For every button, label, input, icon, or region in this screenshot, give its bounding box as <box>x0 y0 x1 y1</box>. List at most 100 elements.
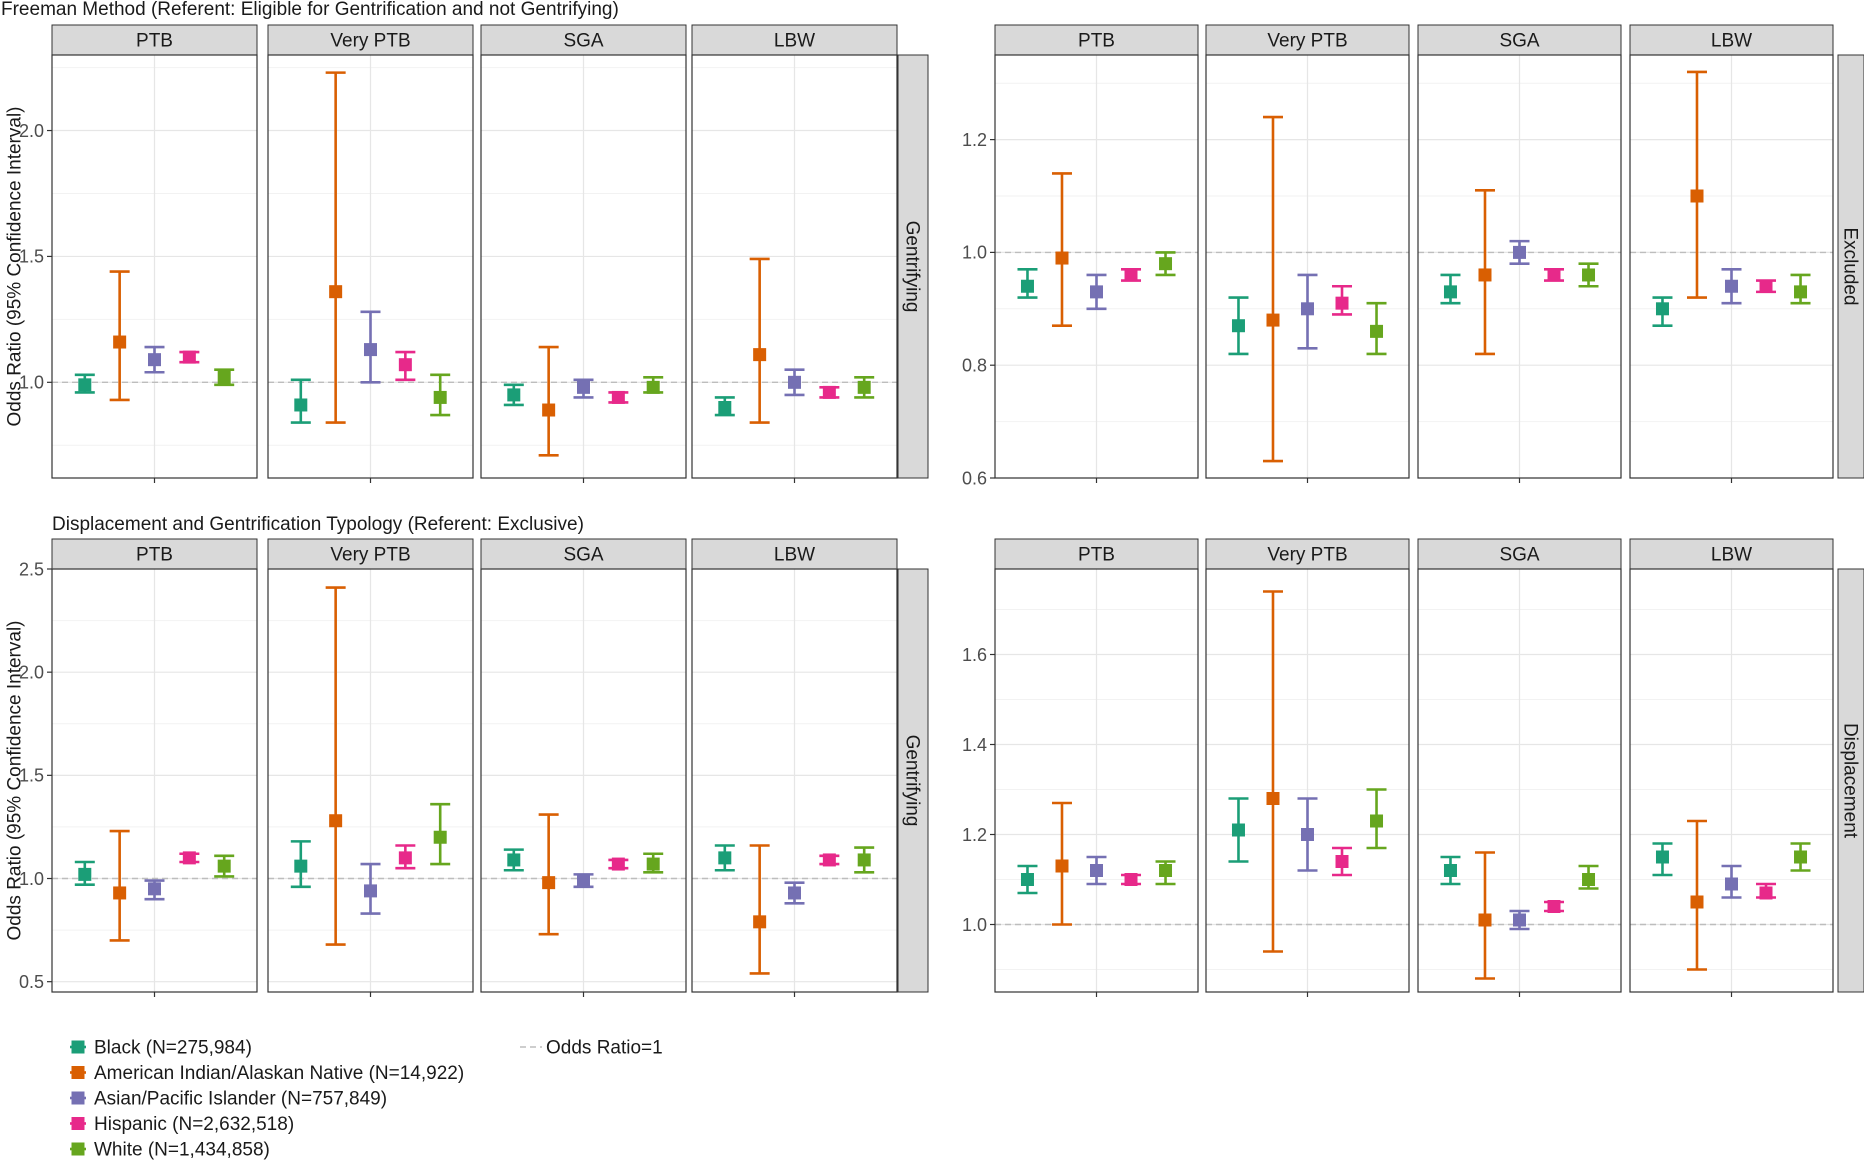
point-estimate <box>1124 268 1138 282</box>
y-tick-label: 0.5 <box>19 972 44 992</box>
data-point-group <box>290 840 311 889</box>
data-point-group <box>1051 801 1072 926</box>
point-estimate <box>1547 900 1561 913</box>
facet-strip <box>480 24 687 56</box>
point-estimate <box>433 830 447 844</box>
panel-border <box>1205 568 1410 993</box>
point-estimate <box>1159 257 1173 271</box>
point-estimate <box>646 380 660 394</box>
point-estimate <box>1725 877 1738 891</box>
point-estimate <box>646 857 660 871</box>
legend-label: Hispanic (N=2,632,518) <box>94 1114 294 1135</box>
facet-very-ptb: Very PTB <box>267 538 474 997</box>
data-point-group <box>1440 855 1461 886</box>
data-point-group <box>395 350 416 382</box>
data-point-group <box>643 375 664 394</box>
row-strip-label: Excluded <box>1839 227 1860 305</box>
data-point-group <box>1155 251 1176 277</box>
data-point-group <box>1051 172 1072 328</box>
data-point-group <box>1509 909 1530 931</box>
data-point-group <box>179 851 200 865</box>
data-point-group <box>608 857 629 871</box>
point-estimate <box>1582 873 1596 886</box>
data-point-group <box>325 586 346 946</box>
y-tick-label: 1.0 <box>962 915 987 935</box>
point-estimate <box>1513 245 1526 259</box>
y-tick-label: 2.0 <box>19 121 44 141</box>
legend: Black (N=275,984) American Indian/Alaskan… <box>70 1038 663 1160</box>
point-estimate <box>217 370 231 384</box>
data-point-group <box>749 844 770 975</box>
facet-strip-label: Very PTB <box>1267 31 1347 52</box>
point-estimate <box>822 853 836 867</box>
data-point-group <box>1228 296 1249 356</box>
facet-ptb: PTB <box>51 538 258 997</box>
data-point-group <box>1790 273 1811 305</box>
y-tick-label: 1.2 <box>962 130 987 150</box>
y-tick-label: 1.2 <box>962 825 987 845</box>
data-point-group <box>290 378 311 424</box>
data-point-group <box>1474 851 1495 980</box>
legend-item: American Indian/Alaskan Native (N=14,922… <box>70 1063 464 1084</box>
row-strip-label: Gentrifying <box>901 221 922 313</box>
chart-panel: Odds Ratio (95% Confidence Interval)1.0 1… <box>5 24 929 483</box>
point-estimate <box>1759 279 1773 293</box>
panel-border <box>1205 54 1410 479</box>
data-point-group <box>74 860 95 887</box>
y-tick-label: 1.4 <box>962 735 987 755</box>
point-estimate <box>294 398 308 412</box>
facet-strip-label: LBW <box>774 31 815 52</box>
point-estimate <box>78 378 92 392</box>
point-estimate <box>398 358 412 372</box>
data-point-group <box>608 390 629 404</box>
data-point-group <box>1262 115 1283 463</box>
chart-panels: Odds Ratio (95% Confidence Interval)1.01… <box>5 24 1864 997</box>
legend-label: Odds Ratio=1 <box>546 1038 663 1059</box>
panel-border <box>1417 568 1622 993</box>
point-estimate <box>1020 873 1034 886</box>
legend-item: Hispanic (N=2,632,518) <box>70 1114 294 1135</box>
data-point-group <box>1474 189 1495 356</box>
data-point-group <box>1086 273 1107 311</box>
facet-strip-label: Very PTB <box>1267 545 1347 566</box>
data-point-group <box>1366 788 1387 850</box>
panel-border <box>267 54 474 479</box>
data-point-group <box>1544 900 1565 913</box>
point-estimate <box>182 851 196 865</box>
data-point-group <box>109 829 130 942</box>
panel-border <box>691 568 898 993</box>
panel-border <box>51 54 258 479</box>
data-point-group <box>144 345 165 374</box>
point-estimate <box>148 882 161 896</box>
data-point-group <box>430 373 451 417</box>
legend-item-reference: Odds Ratio=1 <box>520 1038 663 1059</box>
point-estimate <box>329 814 343 828</box>
facet-strip <box>267 538 474 570</box>
y-tick-label: 2.0 <box>19 662 44 682</box>
data-point-group <box>1440 273 1461 305</box>
panel-border <box>1629 568 1834 993</box>
point-estimate <box>1690 189 1704 203</box>
y-tick-label: 1.5 <box>19 247 44 267</box>
panel-border <box>691 54 898 479</box>
data-point-group <box>1686 819 1707 971</box>
data-point-group <box>1121 268 1142 282</box>
data-point-group <box>1652 842 1673 877</box>
point-estimate <box>398 851 412 865</box>
y-tick-label: 1.6 <box>962 645 987 665</box>
data-point-group <box>1017 864 1038 895</box>
facet-lbw: LBW <box>1629 24 1834 483</box>
y-tick-label: 0.6 <box>962 468 987 488</box>
point-estimate <box>507 388 521 402</box>
data-point-group <box>360 862 381 915</box>
data-point-group <box>643 852 664 874</box>
point-estimate <box>788 375 801 389</box>
point-estimate <box>1547 268 1561 282</box>
chart-panel: 1.0 1.2 1.4 1.6 PTB Very PTB SGA LBW Displacemen… <box>962 538 1864 997</box>
point-estimate <box>1690 895 1704 909</box>
point-estimate <box>1725 279 1738 293</box>
data-point-group <box>144 879 165 901</box>
legend-item: White (N=1,434,858) <box>70 1140 270 1160</box>
data-point-group <box>214 368 235 387</box>
data-point-group <box>1756 882 1777 900</box>
